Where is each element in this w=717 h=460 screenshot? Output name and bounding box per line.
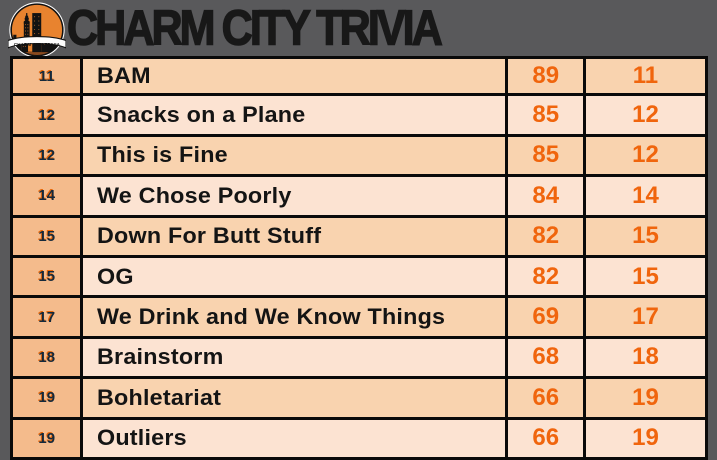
svg-text:CHARM CITY TRIVIA: CHARM CITY TRIVIA bbox=[14, 42, 61, 47]
